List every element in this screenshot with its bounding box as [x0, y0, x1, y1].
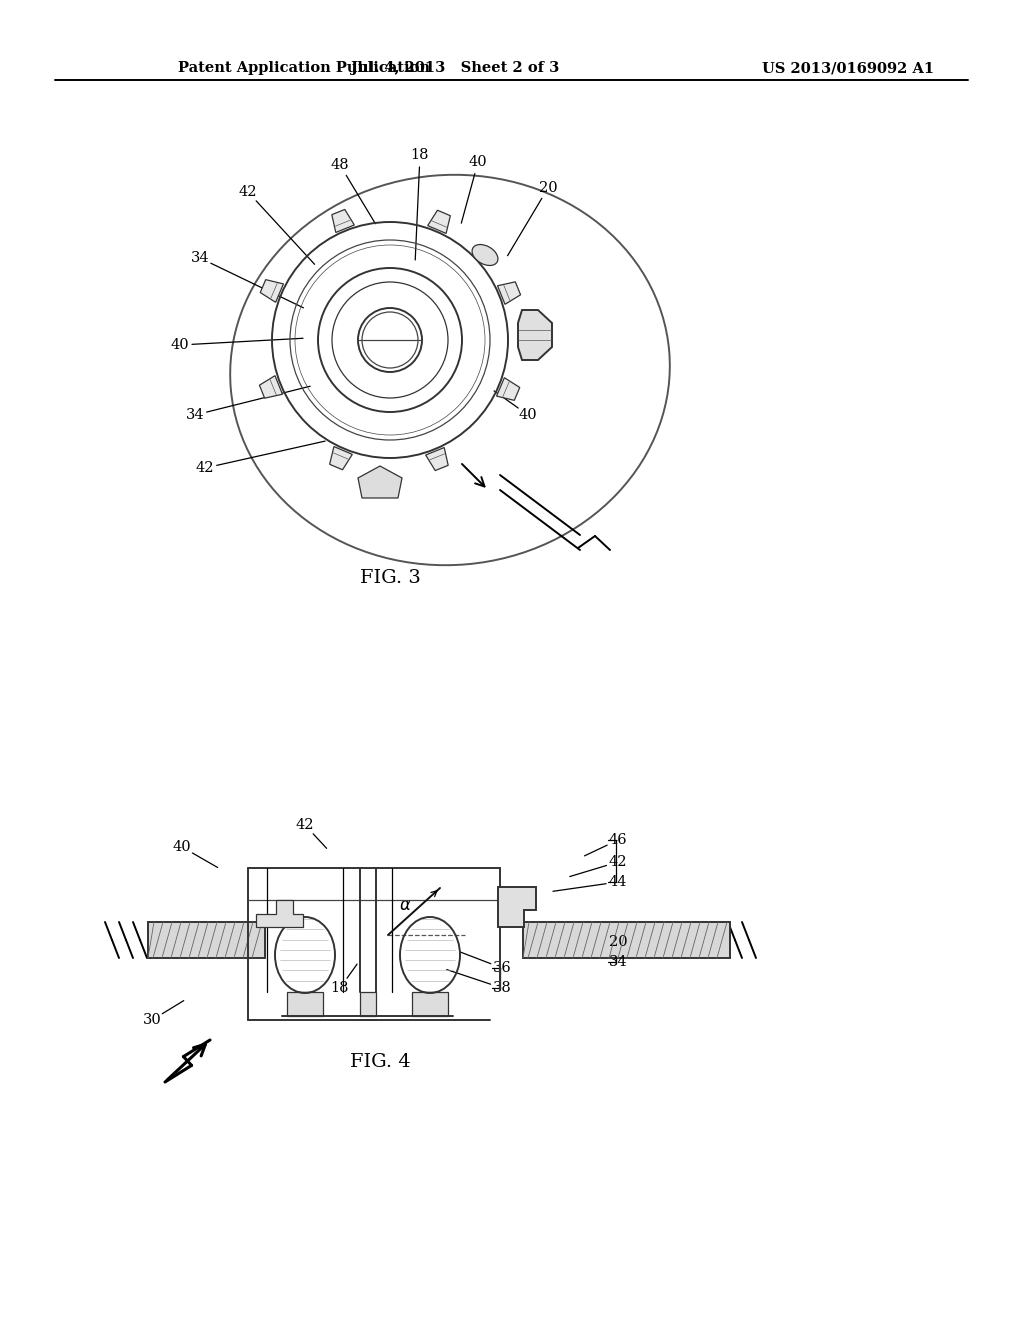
Text: Patent Application Publication: Patent Application Publication	[178, 61, 430, 75]
Text: 30: 30	[142, 1012, 162, 1027]
Polygon shape	[428, 210, 451, 234]
Text: 48: 48	[331, 158, 349, 172]
Text: 34: 34	[608, 954, 628, 969]
Polygon shape	[332, 210, 354, 232]
Text: 40: 40	[173, 840, 191, 854]
Text: 44: 44	[608, 875, 628, 888]
Text: 38: 38	[493, 981, 511, 995]
Text: FIG. 3: FIG. 3	[359, 569, 421, 587]
Ellipse shape	[472, 244, 498, 265]
FancyBboxPatch shape	[523, 921, 730, 958]
Text: 40: 40	[519, 408, 538, 422]
FancyBboxPatch shape	[360, 993, 376, 1016]
Text: FIG. 4: FIG. 4	[349, 1053, 411, 1071]
Text: 46: 46	[608, 833, 628, 847]
Text: 40: 40	[469, 154, 487, 169]
FancyBboxPatch shape	[412, 993, 449, 1016]
Text: US 2013/0169092 A1: US 2013/0169092 A1	[762, 61, 934, 75]
Text: 34: 34	[190, 251, 209, 265]
Text: 42: 42	[196, 461, 214, 475]
Text: 36: 36	[493, 961, 511, 975]
Polygon shape	[259, 376, 283, 399]
Polygon shape	[256, 900, 303, 927]
Text: $\alpha$: $\alpha$	[398, 896, 412, 913]
Polygon shape	[518, 310, 552, 360]
Text: 18: 18	[331, 981, 349, 995]
Text: 34: 34	[185, 408, 205, 422]
FancyBboxPatch shape	[287, 993, 323, 1016]
Polygon shape	[497, 378, 520, 400]
Polygon shape	[426, 447, 449, 470]
Text: 40: 40	[171, 338, 189, 352]
Text: 42: 42	[296, 818, 314, 832]
Text: 42: 42	[239, 185, 257, 199]
Text: Jul. 4, 2013   Sheet 2 of 3: Jul. 4, 2013 Sheet 2 of 3	[351, 61, 559, 75]
Polygon shape	[498, 281, 520, 305]
Polygon shape	[358, 466, 402, 498]
Text: 20: 20	[539, 181, 557, 195]
Text: 42: 42	[608, 855, 628, 869]
Text: 20: 20	[608, 935, 628, 949]
FancyBboxPatch shape	[148, 921, 265, 958]
Polygon shape	[330, 446, 352, 470]
Polygon shape	[498, 887, 536, 927]
Text: 18: 18	[411, 148, 429, 162]
Polygon shape	[260, 280, 284, 302]
